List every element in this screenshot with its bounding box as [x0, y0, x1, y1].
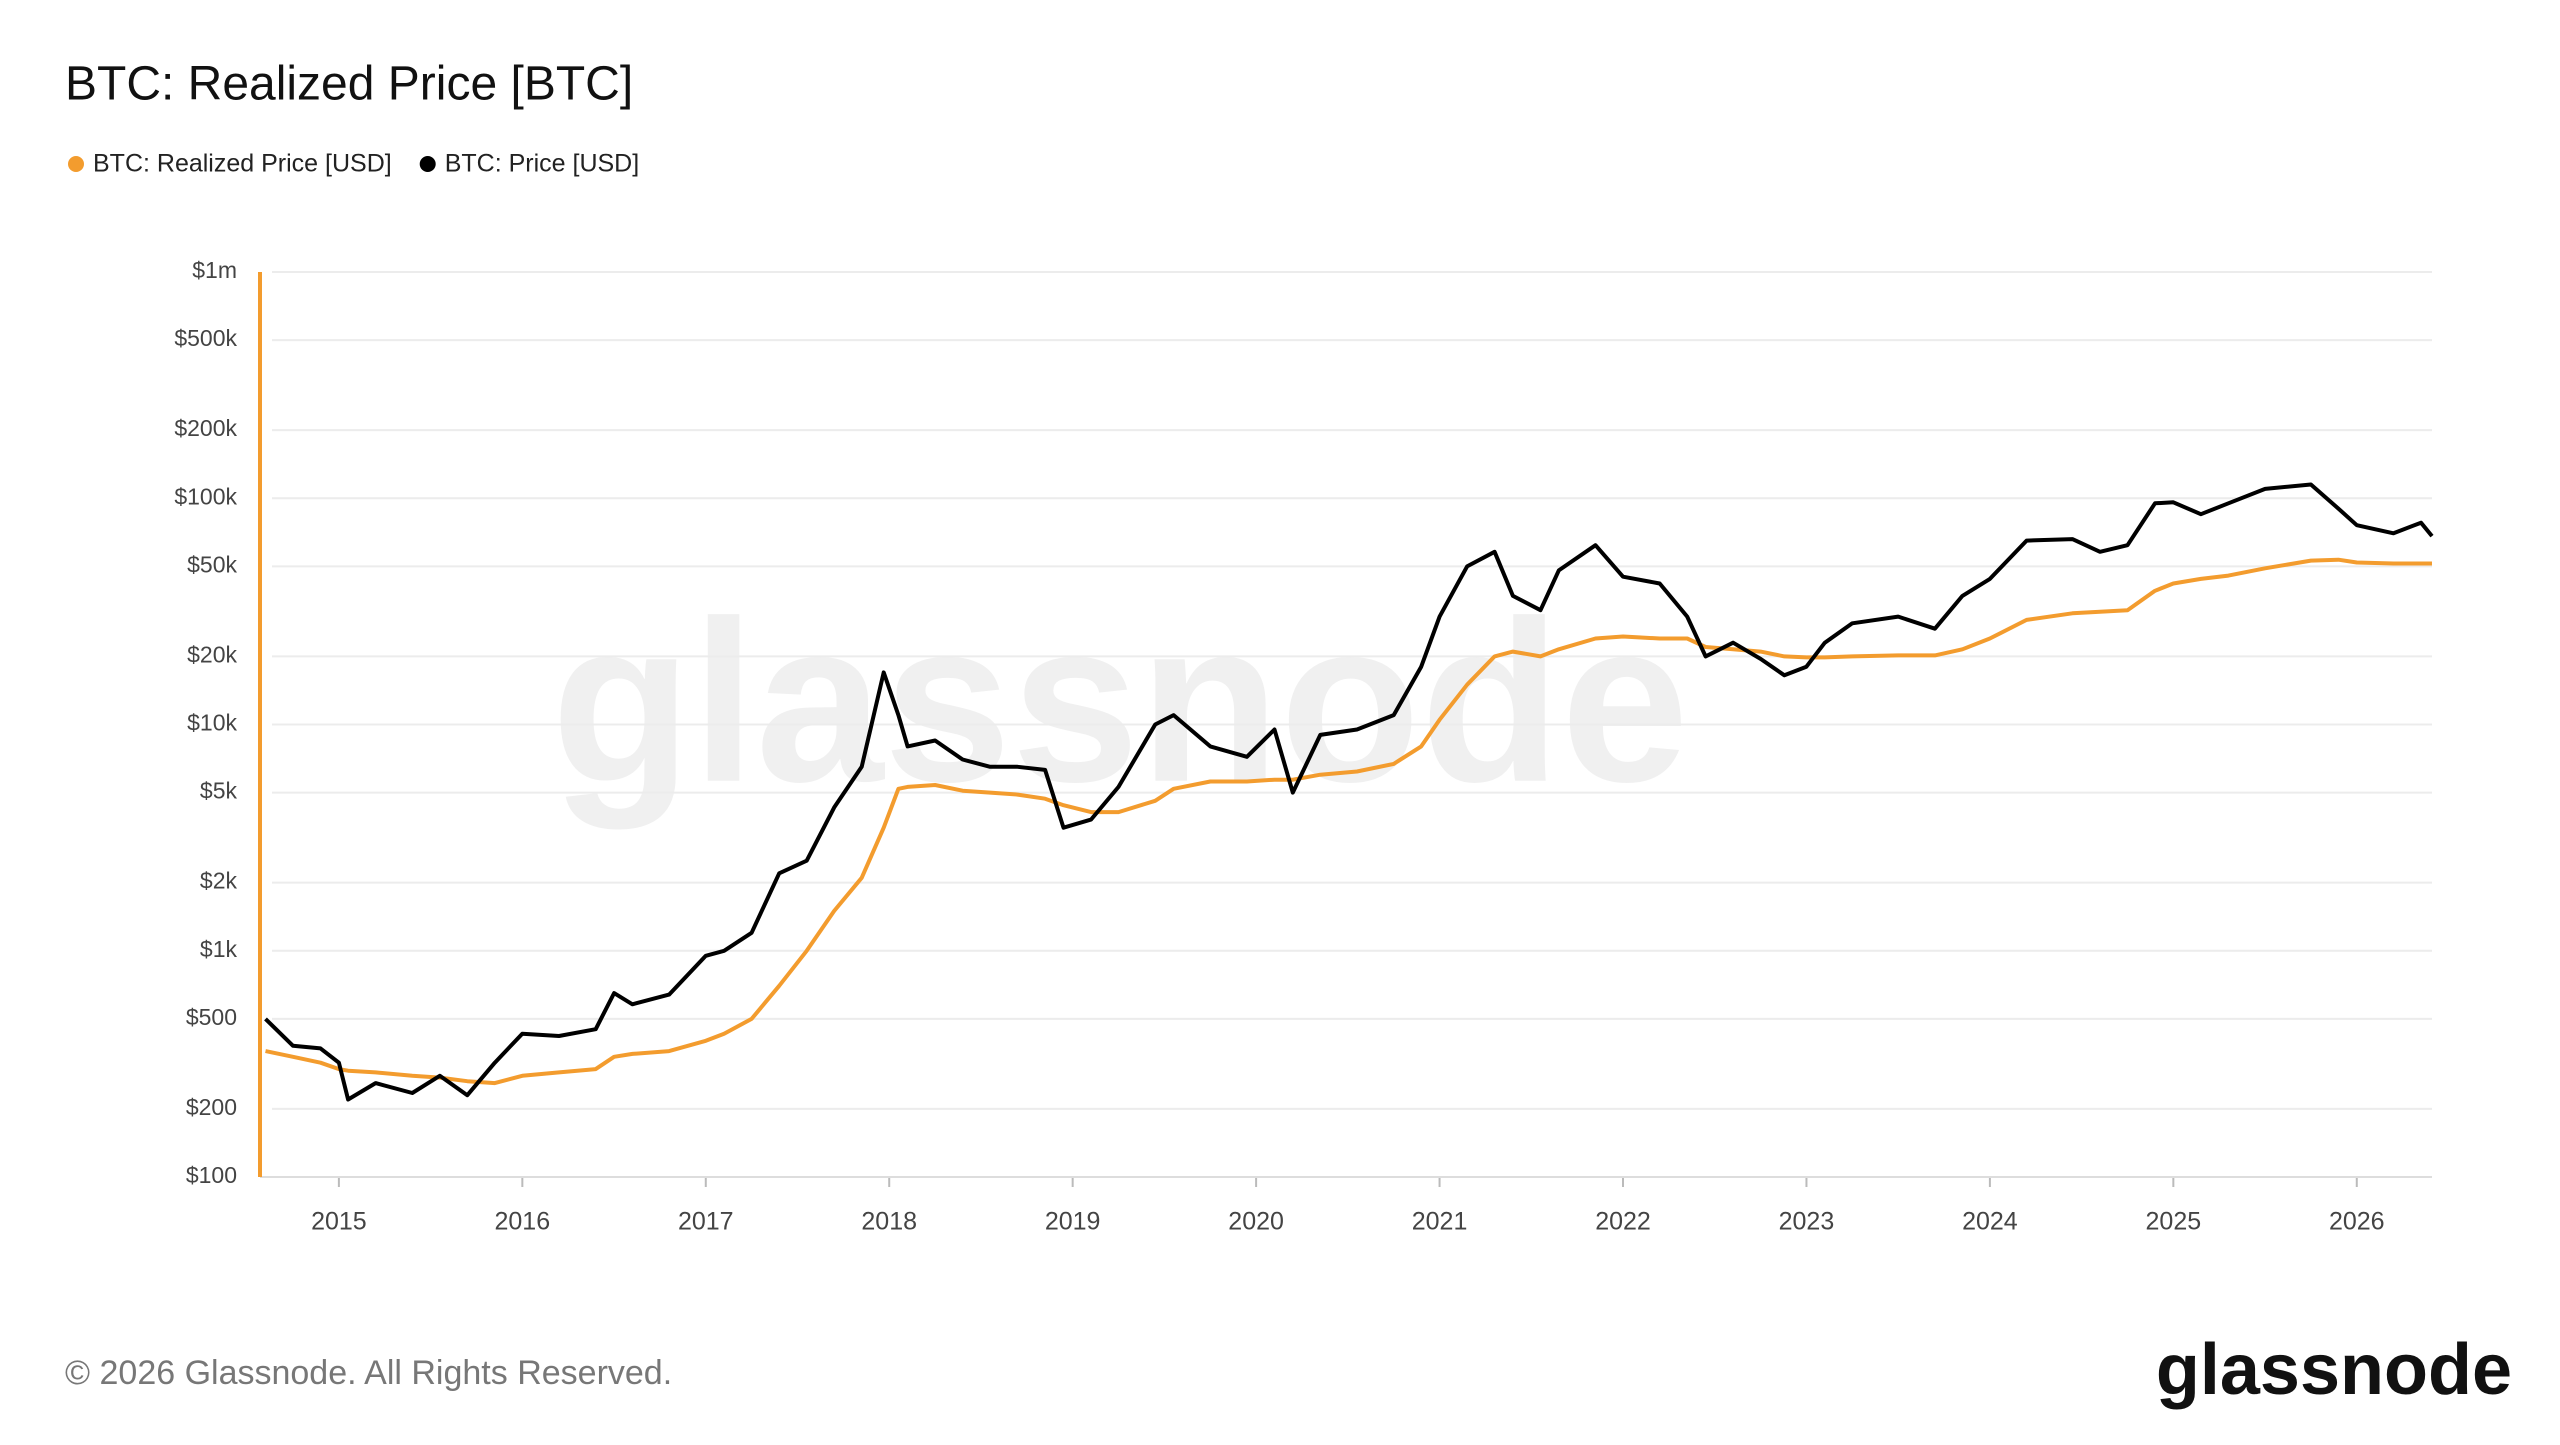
logo: glassnode [2156, 1330, 2512, 1410]
y-tick-label: $20k [187, 641, 237, 667]
x-tick-label: 2019 [1045, 1208, 1101, 1236]
x-tick-label: 2026 [2329, 1208, 2385, 1236]
y-tick-label: $200k [174, 415, 237, 441]
y-tick-label: $200 [186, 1094, 237, 1120]
x-tick-label: 2020 [1228, 1208, 1284, 1236]
x-tick-label: 2025 [2146, 1208, 2202, 1236]
x-tick-label: 2016 [495, 1208, 551, 1236]
y-tick-label: $50k [187, 551, 237, 577]
y-tick-label: $5k [200, 778, 238, 804]
watermark: glassnode [551, 573, 1689, 830]
x-tick-label: 2015 [311, 1208, 367, 1236]
x-tick-label: 2024 [1962, 1208, 2018, 1236]
y-tick-label: $100k [174, 483, 237, 509]
y-tick-label: $1m [192, 257, 237, 283]
legend-label: BTC: Price [USD] [445, 150, 639, 178]
x-tick-label: 2023 [1779, 1208, 1835, 1236]
series-line [264, 482, 2434, 1102]
x-tick-label: 2021 [1412, 1208, 1468, 1236]
grid: $100 $200 $500 $1k $2k $5k $10k $20k $50k $100k $2… [174, 257, 2432, 1236]
plot [264, 482, 2434, 1102]
x-tick-label: 2017 [678, 1208, 734, 1236]
footer: © 2026 Glassnode. All Rights Reserved. [65, 1354, 672, 1392]
y-tick-label: $2k [200, 868, 238, 894]
series-line [265, 557, 2432, 1086]
x-tick-label: 2018 [861, 1208, 917, 1236]
y-tick-label: $500k [174, 325, 237, 351]
legend: BTC: Realized Price [USD] BTC: Price [USD… [68, 150, 639, 178]
y-tick-label: $500 [186, 1004, 237, 1030]
legend-marker [68, 156, 84, 172]
y-tick-label: $10k [187, 710, 237, 736]
y-tick-label: $1k [200, 936, 238, 962]
x-tick-label: 2022 [1595, 1208, 1651, 1236]
y-tick-label: $100 [186, 1162, 237, 1188]
legend-marker [419, 156, 436, 172]
legend-label: BTC: Realized Price [USD] [93, 150, 392, 178]
chart-title: BTC: Realized Price [BTC] [65, 58, 633, 111]
